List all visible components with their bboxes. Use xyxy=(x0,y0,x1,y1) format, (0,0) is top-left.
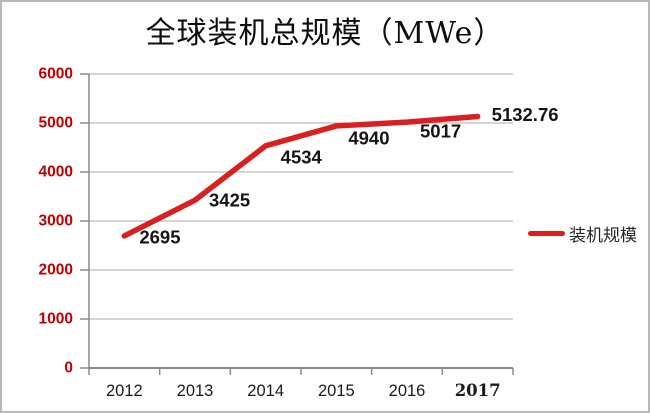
x-label-2017: 2017 xyxy=(455,381,501,400)
legend: 装机规模 xyxy=(528,222,637,246)
data-label-5017: 5017 xyxy=(420,121,461,142)
legend-line-marker xyxy=(528,230,565,236)
y-tick-label-0: 0 xyxy=(64,360,73,377)
data-label-3425: 3425 xyxy=(209,190,250,211)
x-label-2016: 2016 xyxy=(389,382,426,400)
series-line xyxy=(121,113,481,239)
y-tick-label-1000: 1000 xyxy=(39,311,73,328)
y-tick-label-3000: 3000 xyxy=(39,213,73,230)
x-label-2012: 2012 xyxy=(106,382,143,400)
x-label-2013: 2013 xyxy=(177,382,214,400)
y-tick-label-5000: 5000 xyxy=(39,115,73,132)
x-label-2015: 2015 xyxy=(318,382,355,400)
data-label-2695: 2695 xyxy=(139,226,180,247)
chart-title: 全球装机总规模（MWe） xyxy=(145,16,505,51)
x-label-2014: 2014 xyxy=(247,382,284,400)
y-tick-label-2000: 2000 xyxy=(39,262,73,279)
data-label-4534: 4534 xyxy=(281,146,323,167)
data-label-4940: 4940 xyxy=(348,127,389,148)
y-tick-label-6000: 6000 xyxy=(39,66,73,83)
y-tick-label-4000: 4000 xyxy=(39,164,73,181)
legend-series-label: 装机规模 xyxy=(569,225,637,246)
data-label-5132.76: 5132.76 xyxy=(492,104,559,125)
